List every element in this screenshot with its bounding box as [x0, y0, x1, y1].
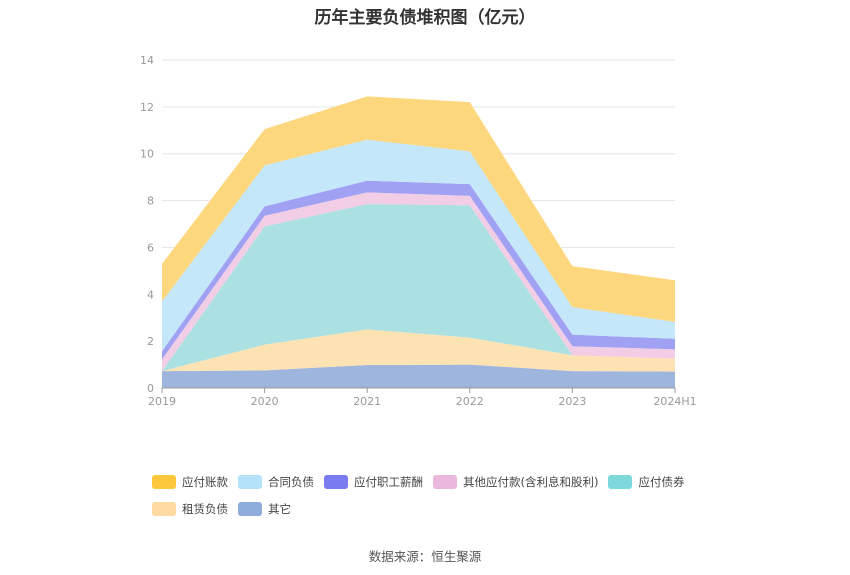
legend-item[interactable]: 应付账款	[152, 473, 228, 491]
axes: 0 2 4 6 8 10 12 14 2019 2020 2021 2022 2023 2024H1	[140, 54, 697, 408]
area-应付债券	[162, 204, 675, 372]
y-tick-label: 4	[147, 288, 154, 301]
chart-legend: 应付账款 合同负债 应付职工薪酬 其他应付款(含利息和股利) 应付债券租赁负债 其它	[152, 473, 752, 518]
legend-item[interactable]: 应付债券	[608, 473, 684, 491]
x-tick-label: 2020	[251, 395, 279, 408]
x-tick-label: 2023	[558, 395, 586, 408]
y-tick-label: 8	[147, 195, 154, 208]
data-source-note: 数据来源：恒生聚源	[368, 549, 482, 564]
y-tick-label: 0	[147, 382, 154, 395]
legend-label: 应付职工薪酬	[354, 475, 423, 489]
x-tick-label: 2024H1	[653, 395, 696, 408]
legend-swatch	[152, 475, 176, 489]
area-series	[162, 96, 675, 388]
y-tick-label: 10	[140, 148, 154, 161]
legend-item[interactable]: 其他应付款(含利息和股利)	[433, 473, 598, 491]
legend-swatch	[433, 475, 457, 489]
area-合同负债	[162, 139, 675, 352]
y-tick-label: 2	[147, 335, 154, 348]
legend-label: 租赁负债	[182, 502, 228, 516]
y-tick-label: 6	[147, 241, 154, 254]
legend-swatch	[324, 475, 348, 489]
legend-label: 应付账款	[182, 475, 228, 489]
legend-label: 其它	[268, 502, 291, 516]
x-tick-label: 2022	[456, 395, 484, 408]
legend-label: 其他应付款(含利息和股利)	[463, 475, 599, 489]
area-应付账款	[162, 96, 675, 322]
legend-swatch	[608, 475, 633, 489]
y-tick-label: 12	[140, 101, 154, 114]
legend-item[interactable]: 合同负债	[238, 473, 314, 491]
legend-label: 合同负债	[268, 475, 314, 489]
legend-item[interactable]: 其它	[238, 500, 291, 518]
x-tick-label: 2021	[353, 395, 381, 408]
legend-swatch	[152, 502, 176, 516]
area-应付职工薪酬	[162, 180, 675, 360]
area-租赁负债	[162, 329, 675, 372]
y-tick-label: 14	[140, 54, 154, 67]
legend-swatch	[238, 502, 262, 516]
x-tick-label: 2019	[148, 395, 176, 408]
legend-label: 应付债券	[638, 475, 685, 489]
chart-title: 历年主要负债堆积图（亿元）	[314, 8, 536, 28]
area-其它	[162, 364, 675, 388]
legend-swatch	[238, 475, 262, 489]
legend-item[interactable]: 应付职工薪酬	[324, 473, 423, 491]
area-其他应付款(含利息和股利)	[162, 192, 675, 372]
legend-item[interactable]: 租赁负债	[152, 500, 228, 518]
